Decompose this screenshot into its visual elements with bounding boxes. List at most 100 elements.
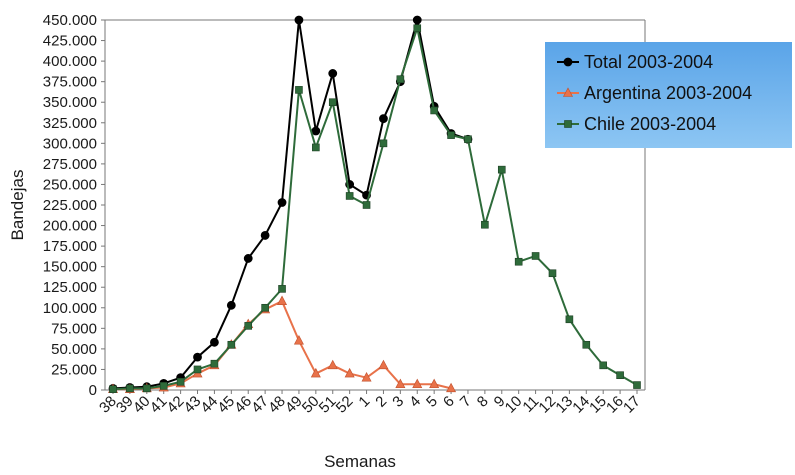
data-point xyxy=(260,231,270,240)
data-point xyxy=(311,126,321,136)
y-tick-label: 250.000 xyxy=(43,176,97,193)
data-point xyxy=(531,252,540,260)
data-point xyxy=(446,382,457,393)
x-axis-title: Semanas xyxy=(324,452,396,471)
x-axis-ticks: 3839404142434445464748495051521234567891… xyxy=(96,390,644,417)
legend-marker xyxy=(563,57,573,67)
data-point xyxy=(430,106,438,115)
series-2 xyxy=(109,24,641,393)
x-tick-label: 1 xyxy=(355,393,373,411)
legend-marker xyxy=(564,120,572,128)
x-tick-label: 6 xyxy=(440,393,458,411)
y-tick-label: 225.000 xyxy=(43,197,97,214)
legend-label: Chile 2003-2004 xyxy=(584,114,716,134)
data-point xyxy=(327,359,338,370)
x-tick-label: 7 xyxy=(457,393,475,411)
data-point xyxy=(396,75,405,83)
data-point xyxy=(227,340,236,349)
data-point xyxy=(395,378,406,389)
legend-marker xyxy=(563,87,573,97)
y-tick-label: 350.000 xyxy=(43,94,97,111)
data-point xyxy=(361,372,372,382)
data-point xyxy=(310,367,321,378)
legend: Total 2003-2004 Argentina 2003-2004 Chile … xyxy=(545,42,792,148)
data-point xyxy=(447,131,455,139)
data-point xyxy=(344,367,355,378)
data-point xyxy=(226,300,236,310)
data-point xyxy=(176,377,185,386)
data-point xyxy=(294,15,304,25)
data-point xyxy=(497,165,506,174)
series-1 xyxy=(108,295,457,393)
data-point xyxy=(412,378,423,389)
data-point xyxy=(582,340,591,349)
y-tick-label: 275.000 xyxy=(43,156,97,173)
data-point xyxy=(312,143,320,152)
x-tick-label: 3 xyxy=(389,393,407,411)
x-tick-label: 17 xyxy=(620,393,644,417)
data-point xyxy=(328,69,338,78)
y-tick-label: 450.000 xyxy=(43,12,97,29)
data-point xyxy=(210,359,219,368)
y-tick-label: 175.000 xyxy=(43,238,97,255)
data-point xyxy=(362,201,371,209)
data-point xyxy=(295,86,303,94)
y-tick-label: 0 xyxy=(89,382,97,399)
data-point xyxy=(126,384,134,393)
x-tick-label: 52 xyxy=(333,393,357,417)
series-line xyxy=(112,19,469,390)
data-point xyxy=(328,98,337,107)
data-point xyxy=(599,361,607,370)
y-axis-ticks: 0 25.000 50.000 75.000 100.000 125.000 150.000… xyxy=(43,12,105,399)
legend-label: Argentina 2003-2004 xyxy=(584,83,752,103)
y-tick-label: 325.000 xyxy=(43,115,97,132)
data-point xyxy=(565,315,574,324)
y-tick-label: 200.000 xyxy=(43,218,97,235)
legend-items: Total 2003-2004 Argentina 2003-2004 Chile … xyxy=(557,52,752,134)
data-point xyxy=(413,24,422,33)
data-point xyxy=(277,198,287,207)
y-axis-title: Bandejas xyxy=(8,170,27,241)
x-tick-label: 5 xyxy=(423,393,441,411)
data-point xyxy=(244,322,253,330)
data-point xyxy=(345,192,354,200)
data-point xyxy=(261,303,269,312)
x-tick-label: 4 xyxy=(406,393,424,411)
y-tick-label: 375.000 xyxy=(43,74,97,91)
data-point xyxy=(109,385,117,393)
y-tick-label: 400.000 xyxy=(43,53,97,70)
data-point xyxy=(210,337,219,347)
series-line xyxy=(113,300,452,391)
x-tick-label: 2 xyxy=(372,393,390,411)
data-point xyxy=(193,352,202,362)
data-point xyxy=(548,269,557,278)
data-point xyxy=(379,139,388,148)
data-point xyxy=(159,382,168,390)
y-tick-label: 75.000 xyxy=(51,320,97,337)
data-point xyxy=(412,15,422,25)
data-point xyxy=(278,285,286,293)
data-point xyxy=(633,381,641,389)
series-0 xyxy=(108,15,473,393)
series-layer xyxy=(108,15,641,393)
data-point xyxy=(378,359,389,370)
data-point xyxy=(193,365,202,374)
y-tick-label: 300.000 xyxy=(43,135,97,152)
data-point xyxy=(277,295,288,306)
data-point xyxy=(514,257,523,266)
data-point xyxy=(293,335,304,345)
data-point xyxy=(143,384,151,393)
y-tick-label: 425.000 xyxy=(43,33,97,50)
data-point xyxy=(429,378,440,389)
legend-box xyxy=(545,42,792,148)
y-tick-label: 125.000 xyxy=(43,279,97,296)
data-point xyxy=(616,371,624,380)
legend-label: Total 2003-2004 xyxy=(584,52,713,72)
data-point xyxy=(379,114,388,124)
data-point xyxy=(481,220,489,229)
data-point xyxy=(464,135,472,144)
y-tick-label: 25.000 xyxy=(51,361,97,378)
y-tick-label: 150.000 xyxy=(43,259,97,276)
x-tick-label: 8 xyxy=(474,393,492,411)
